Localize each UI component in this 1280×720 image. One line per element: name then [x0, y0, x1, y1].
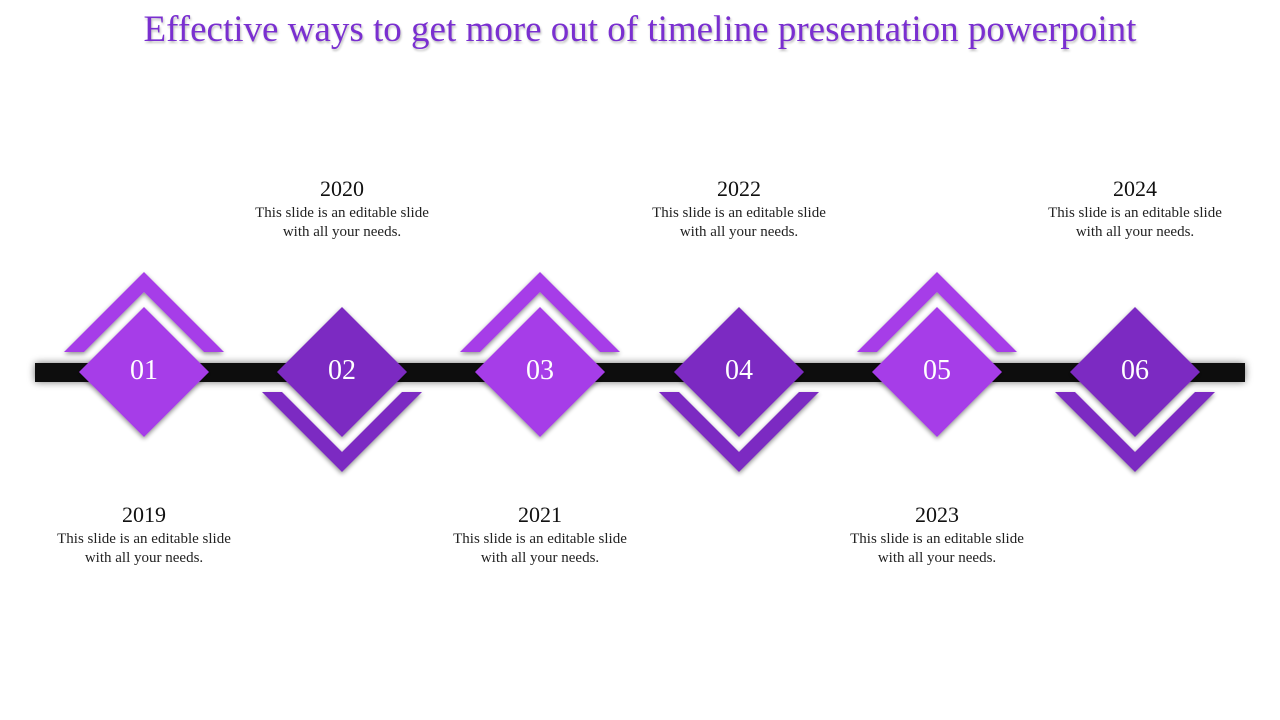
diamond-marker [674, 307, 804, 437]
chevron-frame [857, 272, 1017, 352]
chevron-frame [659, 392, 819, 472]
milestone-description: This slide is an editable slide with all … [425, 530, 655, 568]
milestone-number: 03 [526, 355, 554, 386]
diamond-marker [475, 307, 605, 437]
milestone-number: 06 [1121, 355, 1149, 386]
milestone-year: 2019 [122, 502, 166, 527]
milestone-year: 2021 [518, 502, 562, 527]
diamond-marker [79, 307, 209, 437]
milestone-number: 05 [923, 355, 951, 386]
milestone-number: 02 [328, 355, 356, 386]
description-line-1: This slide is an editable slide [1048, 205, 1222, 221]
diamond-marker [1070, 307, 1200, 437]
milestone-02 [262, 307, 422, 472]
chevron-frame [64, 272, 224, 352]
milestone-description: This slide is an editable slide with all … [624, 204, 854, 242]
milestone-year: 2024 [1113, 176, 1157, 201]
milestone-04 [659, 307, 819, 472]
milestone-01 [64, 272, 224, 437]
milestone-year: 2023 [915, 502, 959, 527]
diamond-marker [277, 307, 407, 437]
description-line-2: with all your needs. [1075, 224, 1195, 240]
description-line-2: with all your needs. [679, 224, 799, 240]
description-line-1: This slide is an editable slide [255, 205, 429, 221]
description-line-1: This slide is an editable slide [453, 531, 627, 547]
milestone-number: 01 [130, 355, 158, 386]
milestone-05 [857, 272, 1017, 437]
chevron-frame [262, 392, 422, 472]
milestone-03 [460, 272, 620, 437]
milestone-description: This slide is an editable slide with all … [29, 530, 259, 568]
description-line-2: with all your needs. [480, 550, 600, 566]
milestone-description: This slide is an editable slide with all … [822, 530, 1052, 568]
chevron-frame [460, 272, 620, 352]
slide-title: Effective ways to get more out of timeli… [143, 9, 1137, 50]
timeline-bar [35, 363, 1245, 382]
milestone-06 [1055, 307, 1215, 472]
milestone-year: 2020 [320, 176, 364, 201]
milestone-description: This slide is an editable slide with all … [227, 204, 457, 242]
description-line-2: with all your needs. [877, 550, 997, 566]
milestone-description: This slide is an editable slide with all … [1020, 204, 1250, 242]
milestone-number: 04 [725, 355, 753, 386]
description-line-1: This slide is an editable slide [652, 205, 826, 221]
diamond-marker [872, 307, 1002, 437]
description-line-1: This slide is an editable slide [57, 531, 231, 547]
description-line-2: with all your needs. [282, 224, 402, 240]
milestone-year: 2022 [717, 176, 761, 201]
chevron-frame [1055, 392, 1215, 472]
description-line-1: This slide is an editable slide [850, 531, 1024, 547]
description-line-2: with all your needs. [84, 550, 204, 566]
